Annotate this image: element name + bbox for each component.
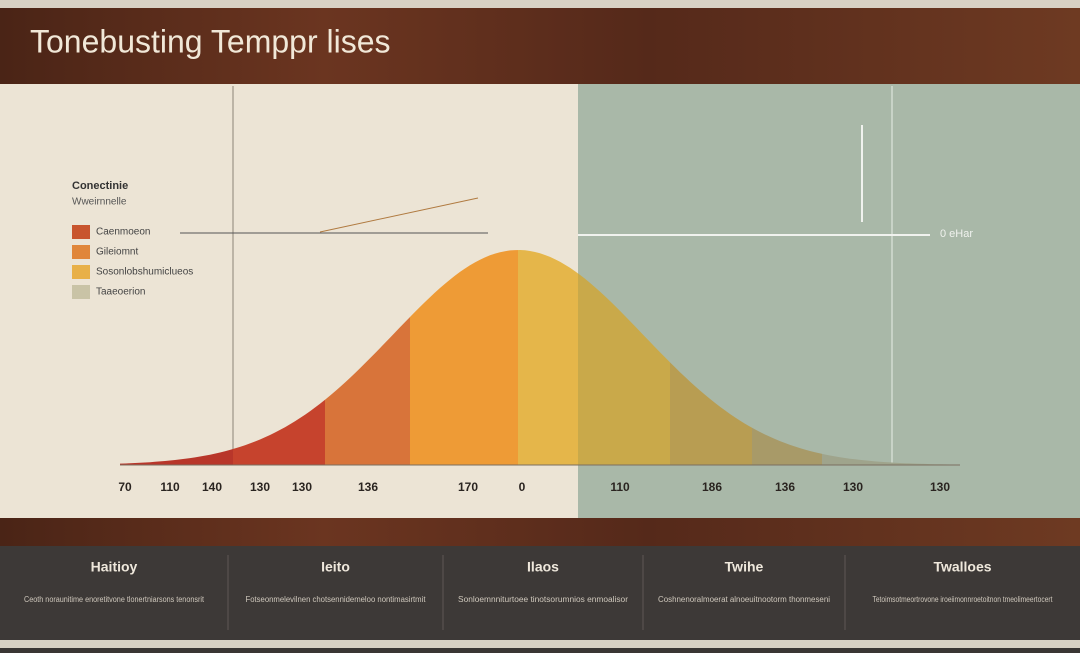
x-label: 130	[843, 480, 863, 494]
annotation: 0 eHar	[940, 228, 973, 240]
panel-title: Ieito	[321, 559, 350, 575]
panel-text: Ceoth noraunitime enoretitvone tlonertni…	[24, 595, 205, 604]
guide-line	[319, 197, 479, 233]
shelf	[0, 518, 1080, 546]
x-label: 136	[358, 480, 378, 494]
panel-text: Coshnenoralmoerat alnoeuitnootorm thonme…	[658, 595, 830, 604]
panel-title: Twihe	[725, 559, 764, 575]
panel-title: Ilaos	[527, 559, 559, 575]
panel-text: Fotseonmelevilnen chotsennidemeloo nonti…	[246, 595, 427, 604]
legend-swatch	[72, 285, 90, 299]
band	[518, 250, 578, 465]
x-label: 110	[610, 480, 630, 494]
panel-title: Twalloes	[933, 559, 991, 575]
legend-label: Caenmoeon	[96, 227, 150, 238]
legend-label: Taaeoerion	[96, 287, 145, 298]
legend-subtitle: Wweirnnelle	[72, 197, 127, 208]
legend: Conectinie Wweirnnelle Caenmoeon Gileiomn…	[72, 180, 193, 299]
x-label: 70	[118, 480, 132, 494]
legend-label: Sosonlobshumiclueos	[96, 267, 193, 278]
x-label: 136	[775, 480, 795, 494]
footer	[0, 546, 1080, 640]
x-label: 140	[202, 480, 222, 494]
legend-swatch	[72, 225, 90, 239]
x-label: 0	[519, 480, 526, 494]
x-label: 170	[458, 480, 478, 494]
title: Tonebusting Temppr lises	[30, 23, 391, 59]
x-label: 186	[702, 480, 722, 494]
x-label: 110	[160, 480, 180, 494]
panels: Haitioy Ceoth noraunitime enoretitvone tl…	[24, 555, 1053, 630]
panel-title: Haitioy	[91, 559, 138, 575]
x-label: 130	[292, 480, 312, 494]
header-bar	[0, 8, 1080, 84]
x-label: 130	[250, 480, 270, 494]
legend-swatch	[72, 265, 90, 279]
legend-title: Conectinie	[72, 180, 128, 192]
legend-swatch	[72, 245, 90, 259]
x-label: 130	[930, 480, 950, 494]
panel-text: Tetoimsotmeortrovone iroeiimonnroetoitno…	[873, 595, 1054, 604]
legend-label: Gileiomnt	[96, 247, 138, 258]
x-labels: 70 110 140 130 130 136 170 0 110 186 136 130 130	[118, 480, 950, 494]
panel-text: Sonloemnniturtoee tinotsorumnios enmoali…	[458, 595, 628, 604]
